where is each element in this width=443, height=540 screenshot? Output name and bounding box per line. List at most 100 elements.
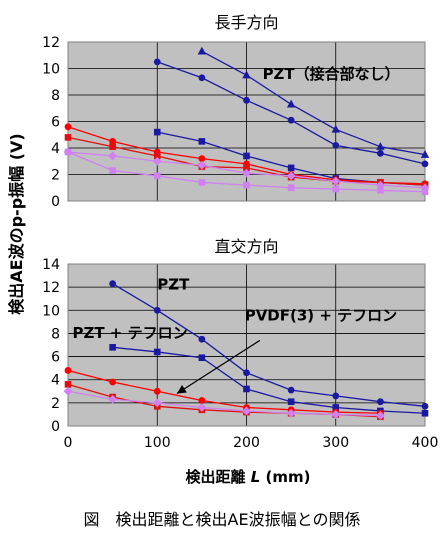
data-point [331, 410, 341, 419]
data-point [243, 152, 250, 160]
chart-orthogonal: 直交方向 0 2 4 6 8 10 12 14 0 100 200 300 400 PZT PZT + テフロ… [42, 237, 438, 451]
data-point [197, 160, 207, 170]
series-line-1 [201, 50, 426, 156]
data-point [243, 181, 250, 189]
y-tick-label: 10 [42, 303, 60, 319]
data-point [153, 306, 161, 314]
plot-frame [67, 263, 426, 427]
data-point [198, 138, 206, 145]
data-point [109, 378, 117, 386]
annotation-label: PZT（接合部なし） [263, 65, 400, 83]
data-point [421, 409, 429, 417]
data-point [376, 149, 384, 157]
y-tick-label: 6 [51, 350, 60, 366]
annotation-label: PZT + テフロン [72, 324, 187, 342]
x-axis-label-var: L [251, 468, 261, 486]
y-tick-label: 2 [51, 396, 60, 412]
x-axis-label-prefix: 検出距離 [186, 468, 251, 486]
data-point [198, 335, 206, 343]
series-line-2 [112, 346, 426, 414]
data-point [64, 381, 72, 388]
annotation-label: PZT [157, 275, 190, 293]
data-point [331, 124, 340, 133]
x-tick-label: 400 [412, 435, 439, 451]
data-point [198, 155, 206, 163]
data-point [153, 128, 161, 136]
data-point [198, 179, 206, 186]
data-point [197, 46, 207, 55]
data-point [153, 387, 161, 395]
y-tick-label: 8 [51, 326, 60, 342]
data-point [109, 143, 116, 150]
plot-frame [67, 41, 426, 202]
data-point [109, 167, 116, 174]
data-point [332, 185, 340, 193]
data-point [421, 402, 429, 410]
x-tick-label: 100 [144, 435, 171, 451]
chart-title: 直交方向 [214, 237, 278, 256]
data-point [286, 408, 296, 418]
data-point [375, 180, 385, 190]
data-point [243, 164, 250, 172]
y-tick-label: 12 [42, 35, 60, 51]
data-point [376, 142, 385, 150]
annotation-arrow-head [176, 384, 187, 394]
y-tick-label: 14 [42, 257, 60, 273]
y-tick-label: 8 [51, 88, 60, 104]
data-point [198, 74, 206, 82]
data-point [242, 168, 251, 178]
chart-longitudinal: 長手方向 0 2 4 6 8 10 12 PZT（接合部なし） [42, 13, 430, 210]
data-point [64, 148, 72, 156]
data-point [332, 392, 340, 400]
chart-title: 長手方向 [214, 13, 278, 32]
x-tick-label: 0 [64, 435, 73, 451]
data-point [198, 354, 206, 362]
data-point [420, 150, 430, 158]
shared-x-axis-label: 検出距離 L (mm) [186, 468, 311, 486]
data-point [243, 385, 250, 393]
y-tick-label: 4 [51, 373, 60, 389]
series-line-1 [112, 283, 426, 407]
annotation-arrow-line [176, 339, 261, 395]
data-point [64, 367, 72, 374]
data-point [64, 123, 72, 131]
y-tick-label: 2 [51, 168, 60, 184]
data-point [242, 70, 251, 79]
x-tick-label: 300 [322, 435, 349, 451]
data-point [109, 344, 116, 351]
data-point [287, 116, 295, 124]
data-point [286, 171, 296, 181]
data-point [421, 160, 429, 168]
series-line-5 [67, 390, 381, 417]
x-tick-label: 200 [233, 435, 260, 451]
x-axis-label-unit: (mm) [260, 468, 310, 486]
data-point [287, 184, 295, 192]
data-point [287, 386, 295, 394]
shared-y-axis-label: 検出AE波のp-p振幅 (V) [7, 133, 26, 314]
y-tick-label: 6 [51, 115, 60, 131]
data-point [286, 99, 296, 108]
data-point [243, 369, 250, 377]
data-point [108, 151, 118, 161]
data-point [332, 141, 340, 149]
y-tick-label: 0 [51, 194, 60, 210]
data-point [242, 406, 251, 416]
data-point [109, 280, 117, 288]
data-point [153, 152, 161, 160]
data-point [109, 137, 117, 145]
y-tick-label: 0 [51, 419, 60, 435]
data-point [153, 172, 161, 180]
data-point [420, 183, 430, 193]
data-point [108, 394, 118, 404]
data-point [63, 386, 73, 396]
y-tick-label: 12 [42, 280, 60, 296]
data-point [64, 134, 72, 141]
data-point [332, 404, 340, 411]
data-point [287, 164, 295, 172]
series-line-3 [67, 369, 381, 414]
data-point [377, 187, 384, 194]
data-point [331, 176, 341, 186]
data-point [198, 397, 206, 404]
figure-caption: 図 検出距離と検出AE波振幅との関係 [84, 510, 361, 529]
